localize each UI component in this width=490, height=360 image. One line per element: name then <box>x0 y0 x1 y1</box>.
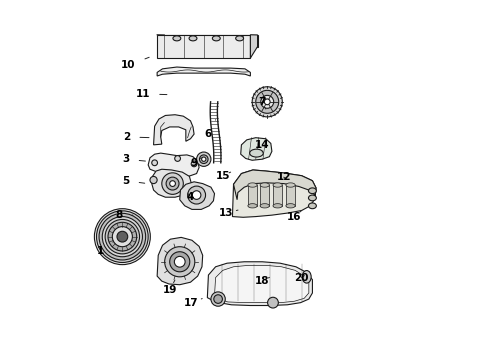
Circle shape <box>191 161 197 167</box>
Text: 15: 15 <box>216 171 231 181</box>
Circle shape <box>201 157 206 161</box>
Circle shape <box>162 173 183 194</box>
Text: 1: 1 <box>97 242 113 256</box>
Polygon shape <box>248 185 257 206</box>
Text: 14: 14 <box>255 140 270 152</box>
Ellipse shape <box>273 183 282 187</box>
Circle shape <box>99 213 146 260</box>
Polygon shape <box>153 115 194 145</box>
Ellipse shape <box>302 271 311 283</box>
Circle shape <box>150 176 157 184</box>
Ellipse shape <box>286 183 295 187</box>
Text: 11: 11 <box>136 89 167 99</box>
Polygon shape <box>157 67 250 76</box>
Circle shape <box>108 222 137 251</box>
Ellipse shape <box>286 204 295 208</box>
Polygon shape <box>207 262 313 306</box>
Circle shape <box>117 231 128 242</box>
Ellipse shape <box>250 149 263 157</box>
Circle shape <box>170 252 190 272</box>
Circle shape <box>175 156 180 161</box>
Circle shape <box>170 181 175 186</box>
Text: 2: 2 <box>123 132 149 142</box>
Text: 9: 9 <box>191 158 201 168</box>
Circle shape <box>214 295 222 303</box>
Text: 4: 4 <box>187 192 194 202</box>
Polygon shape <box>250 35 258 58</box>
Ellipse shape <box>309 203 317 209</box>
Circle shape <box>95 209 150 265</box>
Circle shape <box>188 186 205 204</box>
Text: 3: 3 <box>122 154 146 164</box>
Polygon shape <box>152 169 191 197</box>
Circle shape <box>112 226 132 247</box>
Polygon shape <box>164 35 258 46</box>
Polygon shape <box>180 182 215 210</box>
Ellipse shape <box>212 36 220 41</box>
Text: 19: 19 <box>163 280 177 296</box>
Polygon shape <box>148 153 199 177</box>
Circle shape <box>97 211 148 262</box>
Circle shape <box>256 90 279 113</box>
Circle shape <box>102 217 143 257</box>
Ellipse shape <box>173 36 181 41</box>
Text: 13: 13 <box>219 208 238 218</box>
Ellipse shape <box>248 183 257 187</box>
Polygon shape <box>241 138 272 160</box>
Circle shape <box>166 177 179 190</box>
Text: 8: 8 <box>115 210 133 220</box>
Text: 12: 12 <box>276 172 291 182</box>
Text: 20: 20 <box>294 273 309 283</box>
Circle shape <box>105 220 140 254</box>
Ellipse shape <box>260 183 270 187</box>
Polygon shape <box>234 170 316 200</box>
Ellipse shape <box>309 195 317 201</box>
Circle shape <box>174 256 185 267</box>
Circle shape <box>152 160 157 166</box>
Ellipse shape <box>248 204 257 208</box>
Polygon shape <box>260 185 270 206</box>
Circle shape <box>252 87 282 117</box>
Ellipse shape <box>236 36 244 41</box>
Polygon shape <box>215 265 309 303</box>
Polygon shape <box>232 170 316 217</box>
Circle shape <box>211 292 225 306</box>
Text: 16: 16 <box>287 211 302 221</box>
Polygon shape <box>273 185 282 206</box>
Circle shape <box>199 155 208 163</box>
Text: 17: 17 <box>184 298 202 308</box>
Polygon shape <box>157 237 203 285</box>
Text: 18: 18 <box>255 276 270 286</box>
Ellipse shape <box>273 204 282 208</box>
Ellipse shape <box>309 188 317 194</box>
Circle shape <box>261 95 274 108</box>
Ellipse shape <box>189 36 197 41</box>
Circle shape <box>268 297 278 308</box>
Circle shape <box>192 191 201 199</box>
Polygon shape <box>157 35 250 58</box>
Circle shape <box>265 99 270 105</box>
Text: 10: 10 <box>121 57 149 70</box>
Ellipse shape <box>260 204 270 208</box>
Circle shape <box>196 152 211 166</box>
Text: 6: 6 <box>205 120 216 139</box>
Circle shape <box>165 247 195 277</box>
Polygon shape <box>286 185 295 206</box>
Text: 7: 7 <box>259 97 266 109</box>
Text: 5: 5 <box>122 176 145 186</box>
